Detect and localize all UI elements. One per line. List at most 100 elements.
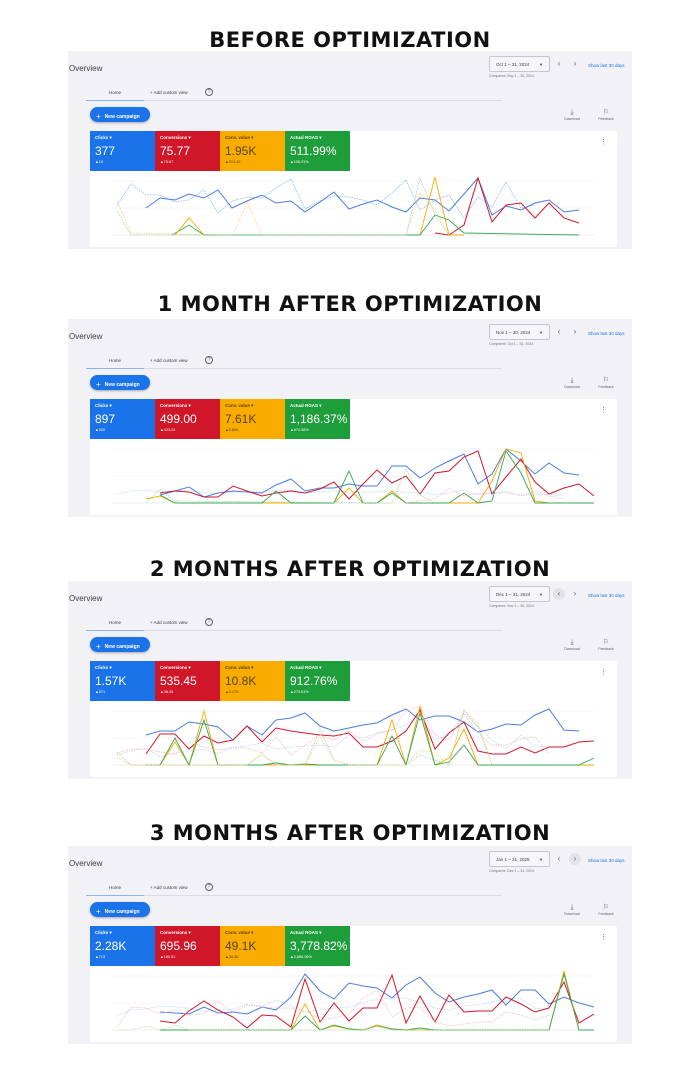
add-custom-view-button[interactable]: + Add custom view: [150, 620, 188, 625]
download-button[interactable]: ⤓ Download: [560, 109, 584, 121]
metric-conv-value[interactable]: Conv. value ▾ 10.8K ▲3.17K: [220, 661, 285, 701]
feedback-button[interactable]: ⚐ Feedback: [594, 639, 618, 651]
metric-actual-roas[interactable]: Actual ROAS ▾ 912.76% ▲273.61%: [285, 661, 350, 701]
metric-conversions[interactable]: Conversions ▾ 695.96 ▲160.51: [155, 926, 220, 966]
caret-down-icon: ▼: [539, 592, 543, 597]
caret-down-icon: ▼: [539, 62, 543, 67]
metric-label: Actual ROAS ▾: [290, 403, 322, 408]
plus-icon: +: [96, 112, 101, 121]
metric-value: 1,186.37%: [290, 412, 348, 426]
add-custom-view-button[interactable]: + Add custom view: [150, 90, 188, 95]
next-period-button[interactable]: ›: [573, 327, 577, 336]
next-period-button[interactable]: ›: [569, 853, 581, 865]
metric-value: 377: [95, 144, 116, 158]
section-title: 2 MONTHS AFTER OPTIMIZATION: [149, 557, 551, 581]
show-last-30-days-link[interactable]: Show last 30 days: [588, 331, 625, 336]
metric-value: 511.99%: [290, 144, 337, 158]
metric-value: 7.61K: [225, 412, 257, 426]
metric-clicks[interactable]: Clicks ▾ 1.57K ▲671: [90, 661, 155, 701]
page-title: Overview: [69, 64, 103, 73]
new-campaign-button[interactable]: + New campaign: [90, 107, 150, 122]
feedback-icon: ⚐: [602, 639, 610, 646]
metric-label: Conv. value ▾: [225, 930, 254, 935]
page-title: Overview: [69, 594, 103, 603]
metric-label: Conversions ▾: [160, 665, 191, 670]
date-range-picker[interactable]: Oct 1 – 31, 2024 ▼: [489, 56, 550, 72]
tab-home[interactable]: Home: [86, 85, 144, 101]
download-button[interactable]: ⤓ Download: [560, 639, 584, 651]
tab-home[interactable]: Home: [86, 880, 144, 896]
metric-value: 3,778.82%: [290, 939, 348, 953]
next-period-button[interactable]: ›: [573, 59, 577, 68]
metric-clicks[interactable]: Clicks ▾ 897 ▲520: [90, 399, 155, 439]
metric-value: 1.57K: [95, 674, 127, 688]
metric-conversions[interactable]: Conversions ▾ 75.77 ▲70.67: [155, 131, 220, 171]
help-icon[interactable]: ?: [205, 88, 213, 96]
metric-label: Actual ROAS ▾: [290, 135, 322, 140]
more-options-icon[interactable]: ⋮: [600, 669, 607, 676]
metric-clicks[interactable]: Clicks ▾ 377 ▲16: [90, 131, 155, 171]
new-campaign-button[interactable]: + New campaign: [90, 902, 150, 917]
metric-change: ▲70.67: [160, 160, 174, 164]
prev-period-button[interactable]: ‹: [557, 854, 561, 863]
metric-conv-value[interactable]: Conv. value ▾ 1.95K ▲519.40: [220, 131, 285, 171]
plus-icon: +: [96, 642, 101, 651]
date-range-label: Jan 1 – 31, 2025: [496, 857, 530, 862]
next-period-button[interactable]: ›: [573, 589, 577, 598]
metric-conversions[interactable]: Conversions ▾ 535.45 ▲36.45: [155, 661, 220, 701]
help-icon[interactable]: ?: [205, 356, 213, 364]
new-campaign-label: New campaign: [104, 909, 140, 915]
performance-chart: [112, 448, 594, 504]
metric-clicks[interactable]: Clicks ▾ 2.28K ▲713: [90, 926, 155, 966]
metric-conv-value[interactable]: Conv. value ▾ 49.1K ▲38.3K: [220, 926, 285, 966]
prev-period-button[interactable]: ‹: [553, 588, 565, 600]
metric-actual-roas[interactable]: Actual ROAS ▾ 511.99% ▲136.91%: [285, 131, 350, 171]
feedback-button[interactable]: ⚐ Feedback: [594, 377, 618, 389]
metric-conversions[interactable]: Conversions ▾ 499.00 ▲423.24: [155, 399, 220, 439]
more-options-icon[interactable]: ⋮: [600, 934, 607, 941]
new-campaign-button[interactable]: + New campaign: [90, 637, 150, 652]
feedback-button[interactable]: ⚐ Feedback: [594, 904, 618, 916]
metric-change: ▲16: [95, 160, 103, 164]
tab-home[interactable]: Home: [86, 615, 144, 631]
date-range-picker[interactable]: Dec 1 – 31, 2024 ▼: [489, 586, 550, 602]
caret-down-icon: ▼: [539, 857, 543, 862]
add-custom-view-button[interactable]: + Add custom view: [150, 358, 188, 363]
metric-label: Clicks ▾: [95, 930, 112, 935]
tab-home[interactable]: Home: [86, 353, 144, 369]
show-last-30-days-link[interactable]: Show last 30 days: [588, 858, 625, 863]
download-label: Download: [564, 117, 580, 121]
metric-change: ▲273.61%: [290, 690, 309, 694]
prev-period-button[interactable]: ‹: [557, 327, 561, 336]
date-range-picker[interactable]: Nov 1 – 30, 2024 ▼: [489, 324, 550, 340]
view-tabs: Home + Add custom view ?: [86, 353, 502, 369]
metric-value: 912.76%: [290, 674, 338, 688]
metric-label: Actual ROAS ▾: [290, 930, 322, 935]
metric-actual-roas[interactable]: Actual ROAS ▾ 3,778.82% ▲2,866.06%: [285, 926, 350, 966]
add-custom-view-button[interactable]: + Add custom view: [150, 885, 188, 890]
date-range-picker[interactable]: Jan 1 – 31, 2025 ▼: [489, 851, 550, 867]
more-options-icon[interactable]: ⋮: [600, 139, 607, 146]
page-title: Overview: [69, 859, 103, 868]
metric-value: 10.8K: [225, 674, 257, 688]
download-button[interactable]: ⤓ Download: [560, 377, 584, 389]
performance-chart: [112, 970, 594, 1031]
performance-chart: [112, 176, 594, 236]
metric-actual-roas[interactable]: Actual ROAS ▾ 1,186.37% ▲674.38%: [285, 399, 350, 439]
new-campaign-button[interactable]: + New campaign: [90, 375, 150, 390]
more-options-icon[interactable]: ⋮: [600, 407, 607, 414]
view-tabs: Home + Add custom view ?: [86, 880, 502, 896]
feedback-label: Feedback: [598, 385, 614, 389]
feedback-button[interactable]: ⚐ Feedback: [594, 109, 618, 121]
new-campaign-label: New campaign: [104, 644, 140, 650]
metric-change: ▲136.91%: [290, 160, 309, 164]
show-last-30-days-link[interactable]: Show last 30 days: [588, 63, 625, 68]
help-icon[interactable]: ?: [205, 618, 213, 626]
download-icon: ⤓: [570, 109, 574, 116]
metric-conv-value[interactable]: Conv. value ▾ 7.61K ▲5.66K: [220, 399, 285, 439]
download-button[interactable]: ⤓ Download: [560, 904, 584, 916]
help-icon[interactable]: ?: [205, 883, 213, 891]
show-last-30-days-link[interactable]: Show last 30 days: [588, 593, 625, 598]
prev-period-button[interactable]: ‹: [557, 59, 561, 68]
feedback-label: Feedback: [598, 912, 614, 916]
